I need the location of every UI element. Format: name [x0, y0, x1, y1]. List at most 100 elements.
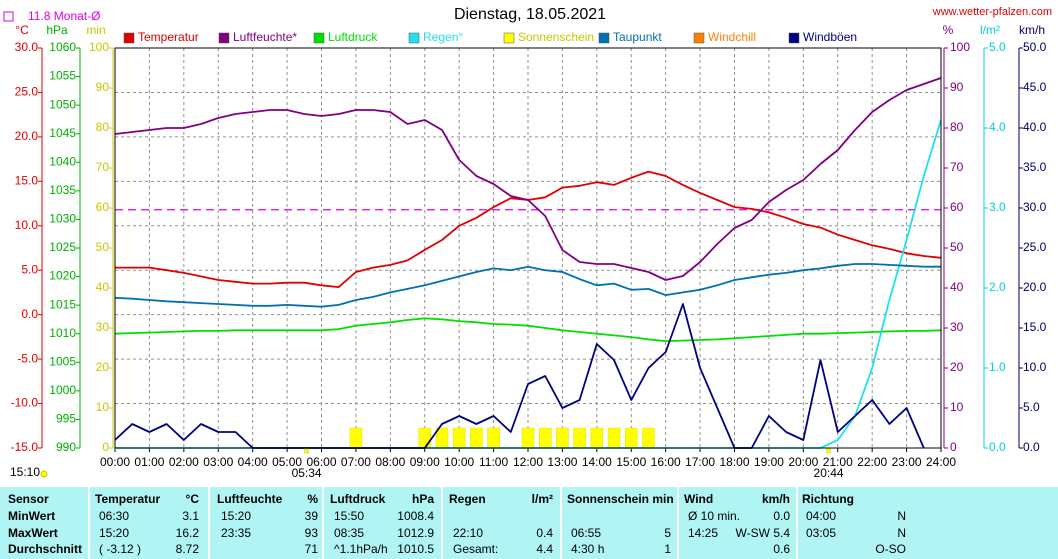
table-cell: 04:00: [806, 509, 837, 523]
y-tick-label: 20: [96, 360, 110, 374]
sunshine-bar: [642, 427, 655, 449]
y-tick-label: 1055: [49, 69, 76, 83]
table-cell: Richtung: [802, 492, 854, 506]
sunrise-marker: [304, 448, 309, 454]
y-tick-label: 1040: [49, 154, 76, 168]
table-cell: °C: [185, 492, 199, 506]
table-cell: 4:30 h: [571, 542, 605, 556]
table-cell: Sonnenschein min: [567, 492, 674, 506]
y-tick-label: 3.0: [989, 200, 1006, 214]
x-tick-label: 19:00: [754, 455, 784, 469]
axis-title: km/h: [1019, 23, 1045, 37]
table-cell: km/h: [761, 492, 790, 506]
y-tick-label: 90: [96, 80, 110, 94]
axis-title: °C: [15, 23, 29, 37]
legend-swatch: [218, 32, 230, 44]
x-tick-label: 05:00: [272, 455, 302, 469]
sunshine-bar: [349, 427, 363, 449]
table-cell: 15:50: [334, 509, 365, 523]
table-cell: Regen: [449, 492, 486, 506]
y-tick-label: -10.0: [11, 396, 39, 410]
monthly-mean-icon: [3, 11, 14, 22]
table-cell: l/m²: [531, 492, 553, 506]
table-cell: ( -3.12 ): [99, 542, 142, 556]
legend-swatch: [598, 32, 610, 44]
x-tick-label: 02:00: [169, 455, 199, 469]
column-separator: [322, 487, 324, 559]
y-tick-label: 2.0: [989, 280, 1006, 294]
y-tick-label: 0: [102, 440, 109, 454]
y-tick-label: 10: [96, 400, 110, 414]
axis-title: %: [943, 23, 954, 37]
table-cell: MaxWert: [8, 525, 58, 540]
table-cell: 39: [304, 509, 318, 523]
sunshine-bar: [607, 427, 621, 449]
table-cell: 08:35: [334, 525, 365, 540]
table-cell: hPa: [411, 492, 434, 506]
chart-title: Dienstag, 18.05.2021: [454, 6, 606, 23]
table-cell: 0.4: [536, 525, 553, 540]
sunshine-bar: [573, 427, 586, 449]
y-tick-label: 1050: [49, 97, 76, 111]
x-tick-label: 01:00: [134, 455, 164, 469]
x-tick-label: 07:00: [341, 455, 371, 469]
table-cell: 23:35: [221, 525, 252, 540]
column-separator: [208, 487, 210, 559]
y-tick-label: 10: [950, 400, 964, 414]
legend-label: Luftdruck: [328, 30, 378, 44]
y-tick-label: 4.0: [989, 120, 1006, 134]
x-tick-label: 18:00: [719, 455, 749, 469]
series-line: [114, 77, 942, 281]
legend-swatch: [503, 32, 515, 44]
sunshine-bar: [625, 427, 638, 449]
table-cell: Gesamt:: [453, 542, 499, 556]
x-tick-label: 10:00: [444, 455, 474, 469]
y-tick-label: 100: [950, 40, 970, 54]
y-tick-label: 40: [96, 280, 110, 294]
y-tick-label: 30: [96, 320, 110, 334]
y-tick-label: 30: [950, 320, 964, 334]
y-tick-label: 5.0: [21, 262, 38, 276]
updated-time: 15:10: [10, 465, 40, 479]
y-tick-label: 60: [950, 200, 964, 214]
y-tick-label: 70: [96, 160, 110, 174]
table-cell: 06:30: [99, 509, 130, 523]
table-cell: Durchschnitt: [8, 542, 83, 556]
table-cell: N: [897, 509, 906, 523]
table-cell: 03:05: [806, 525, 837, 540]
table-cell: 1012.9: [397, 525, 434, 540]
y-tick-label: 1045: [49, 126, 76, 140]
table-cell: 14:25: [688, 525, 719, 540]
x-tick-label: 06:00: [306, 455, 336, 469]
sunshine-bar: [521, 427, 535, 449]
chart: Dienstag, 18.05.2021 www.wetter-pfalzen.…: [3, 5, 1052, 481]
y-tick-label: 1025: [49, 240, 76, 254]
table-cell: 0.0: [773, 509, 790, 523]
table-cell: 8.72: [175, 542, 199, 556]
legend-label: Taupunkt: [613, 30, 662, 44]
legend-swatch: [313, 32, 325, 44]
y-tick-label: 15.0: [1023, 320, 1047, 334]
table-cell: Temperatur: [95, 492, 161, 506]
y-tick-label: 0.0: [21, 307, 38, 321]
table-cell: 1010.5: [397, 542, 434, 556]
x-tick-label: 08:00: [375, 455, 405, 469]
y-tick-label: 45.0: [1023, 80, 1047, 94]
axis-title: l/m²: [980, 23, 1000, 37]
table-cell: Luftfeuchte: [217, 492, 283, 506]
y-tick-label: 25.0: [15, 85, 39, 99]
y-tick-label: 1060: [49, 40, 76, 54]
x-tick-label: 14:00: [582, 455, 612, 469]
sunshine-bar: [487, 427, 500, 449]
legend-label: Windböen: [803, 30, 857, 44]
legend-swatch: [693, 32, 705, 44]
table-cell: 4.4: [536, 542, 553, 556]
y-tick-label: 40.0: [1023, 120, 1047, 134]
legend-label: Luftfeuchte*: [233, 30, 297, 44]
x-tick-label: 23:00: [892, 455, 922, 469]
x-tick-label: 16:00: [651, 455, 681, 469]
y-tick-label: 1030: [49, 212, 76, 226]
sunshine-bar: [590, 427, 604, 449]
monthly-mean-label: 11.8 Monat-Ø: [28, 9, 100, 23]
y-tick-label: 990: [56, 440, 76, 454]
